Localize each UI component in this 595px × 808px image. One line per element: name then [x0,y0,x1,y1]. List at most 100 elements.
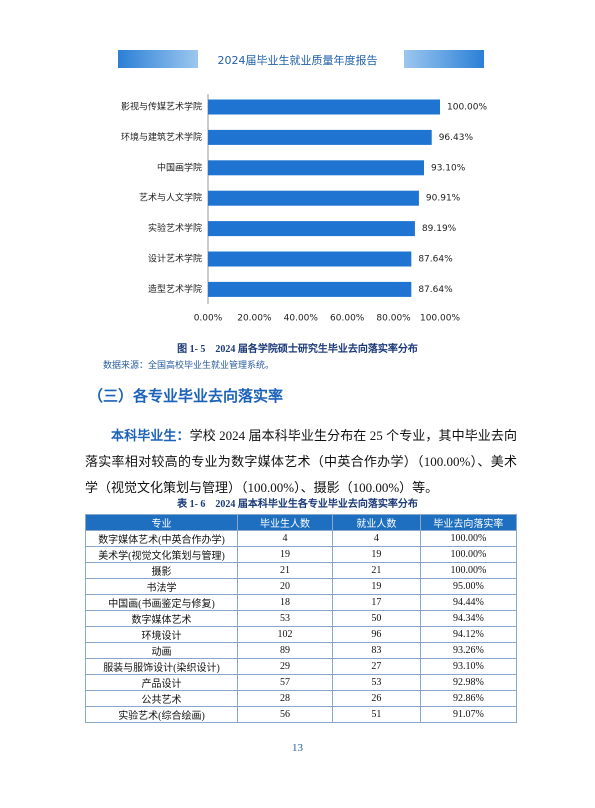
table-cell: 服装与服饰设计(染织设计) [84,658,239,675]
paragraph-body: 学校 2024 届本科毕业生分布在 25 个专业，其中毕业去向落实率相对较高的专… [85,428,517,495]
x-tick-label: 20.00% [237,314,272,324]
table-cell: 102 [237,626,333,643]
table-cell: 公共艺术 [84,690,239,707]
x-tick-label: 100.00% [420,314,460,324]
table-cell: 92.86% [419,690,518,707]
table-header-row: 专业 毕业生人数 就业人数 毕业去向落实率 [84,514,518,531]
bar [208,190,419,206]
y-tick-label: 影视与传媒艺术学院 [121,101,202,113]
bar [208,160,424,176]
value-label: 96.43% [439,133,474,143]
table-cell: 28 [237,690,333,707]
table-cell: 93.10% [419,658,518,675]
table-header-cell: 毕业去向落实率 [419,514,518,531]
table-header-cell: 毕业生人数 [237,514,333,531]
table-row: 书法学 20 19 95.00% [84,578,518,595]
table-cell: 100.00% [419,530,518,547]
chart: 0.00% 20.00% 40.00% 60.00% 80.00% 100.00% 影视与传… [121,94,487,324]
x-tick-label: 60.00% [330,314,365,324]
table-cell: 4 [237,530,333,547]
table-cell: 91.07% [419,706,518,723]
x-tick-label: 80.00% [376,314,411,324]
banner-deco [118,50,198,68]
y-tick-label: 中国画学院 [157,161,202,173]
bar [208,221,415,237]
table-row: 中国画(书画鉴定与修复) 18 17 94.44% [84,594,518,611]
table-cell: 83 [331,642,421,659]
table-row: 服装与服饰设计(染织设计) 29 27 93.10% [84,658,518,675]
x-tick-label: 0.00% [194,314,223,324]
value-label: 87.64% [418,285,453,295]
table-body: 数字媒体艺术(中英合作办学) 4 4 100.00% 美术学(视觉文化策划与管理) 19 1… [84,530,518,723]
y-tick-label: 造型艺术学院 [148,283,202,295]
table-cell: 产品设计 [84,674,239,691]
table-cell: 96 [331,626,421,643]
paragraph: 本科毕业生：学校 2024 届本科毕业生分布在 25 个专业，其中毕业去向落实率… [85,423,517,501]
value-label: 100.00% [447,103,487,113]
table-cell: 4 [331,530,421,547]
header-title: 2024届毕业生就业质量年度报告 [217,54,378,67]
table-cell: 27 [331,658,421,675]
y-tick-label: 设计艺术学院 [148,253,202,265]
figure-source: 数据来源：全国高校毕业生就业管理系统。 [103,360,275,370]
paragraph-lead: 本科毕业生： [111,428,190,443]
table-header-cell: 就业人数 [331,514,421,531]
banner-deco [404,50,484,68]
table-cell: 89 [237,642,333,659]
table-cell: 29 [237,658,333,675]
table-cell: 美术学(视觉文化策划与管理) [84,546,239,563]
table-row: 实验艺术(综合绘画) 56 51 91.07% [84,706,518,723]
table-cell: 20 [237,578,333,595]
table-row: 产品设计 57 53 92.98% [84,674,518,691]
y-tick-label: 实验艺术学院 [148,222,202,234]
table-cell: 51 [331,706,421,723]
table-title: 表 1- 6 2024 届本科毕业生各专业毕业去向落实率分布 [177,499,418,510]
figure-caption: 图 1- 5 2024 届各学院硕士研究生毕业去向落实率分布 [177,344,418,355]
table-cell: 17 [331,594,421,611]
table-cell: 57 [237,674,333,691]
table-cell: 动画 [84,642,239,659]
table-cell: 21 [237,562,333,579]
value-label: 90.91% [426,194,461,204]
bar [208,129,432,145]
section-heading: （三）各专业毕业去向落实率 [88,387,284,405]
table-row: 环境设计 102 96 94.12% [84,626,518,643]
y-tick-label: 艺术与人文学院 [139,192,202,204]
y-tick-label: 环境与建筑艺术学院 [121,131,202,143]
table-cell: 环境设计 [84,626,239,643]
table-cell: 95.00% [419,578,518,595]
table-cell: 56 [237,706,333,723]
table: 专业 毕业生人数 就业人数 毕业去向落实率 数字媒体艺术(中英合作办学) 4 4 100.00… [84,514,518,723]
bar [208,251,412,267]
table-cell: 21 [331,562,421,579]
table-row: 数字媒体艺术(中英合作办学) 4 4 100.00% [84,530,518,547]
bar [208,99,440,115]
value-label: 89.19% [422,224,457,234]
table-cell: 19 [331,546,421,563]
table-cell: 94.12% [419,626,518,643]
table-cell: 26 [331,690,421,707]
header-banner [118,50,484,68]
table-cell: 100.00% [419,562,518,579]
table-cell: 书法学 [84,578,239,595]
table-cell: 50 [331,610,421,627]
table-row: 美术学(视觉文化策划与管理) 19 19 100.00% [84,546,518,563]
x-tick-label: 40.00% [284,314,319,324]
table-cell: 18 [237,594,333,611]
table-header-cell: 专业 [84,514,239,531]
table-row: 数字媒体艺术 53 50 94.34% [84,610,518,627]
bar [208,281,412,297]
table-cell: 53 [237,610,333,627]
value-label: 93.10% [431,163,466,173]
table-row: 公共艺术 28 26 92.86% [84,690,518,707]
table-cell: 100.00% [419,546,518,563]
table-cell: 摄影 [84,562,239,579]
table-cell: 实验艺术(综合绘画) [84,706,239,723]
table-cell: 19 [237,546,333,563]
table-cell: 92.98% [419,674,518,691]
table-cell: 93.26% [419,642,518,659]
table-cell: 94.34% [419,610,518,627]
table-cell: 19 [331,578,421,595]
table-row: 动画 89 83 93.26% [84,642,518,659]
